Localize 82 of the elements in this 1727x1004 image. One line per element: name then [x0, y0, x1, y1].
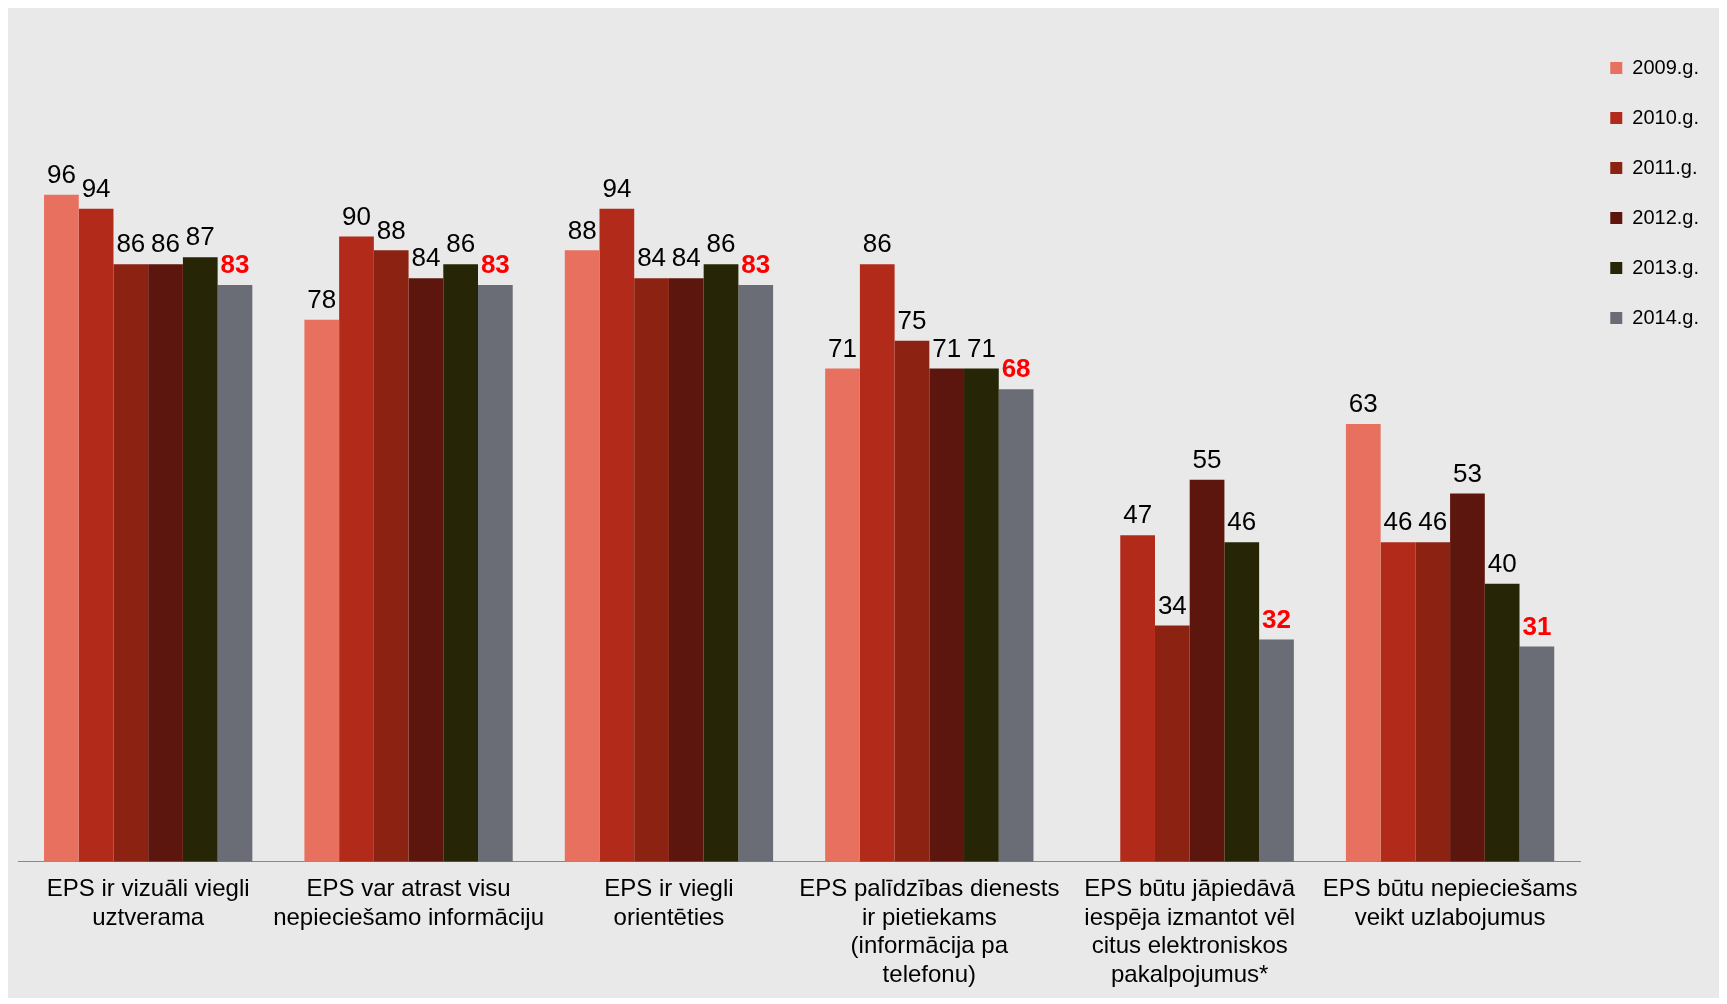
bar — [148, 264, 183, 862]
bar — [998, 389, 1034, 862]
bar — [113, 264, 149, 862]
data-label: 87 — [185, 221, 215, 252]
bar — [1224, 542, 1260, 862]
bar — [1519, 646, 1555, 862]
x-tick-label: EPS būtu jāpiedāvā iespēja izmantot vēl citus elektroniskos pakalpojumus* — [1084, 873, 1296, 988]
x-tick-label: EPS palīdzības dienests ir pietiekams (informācija pa telefonu) — [799, 873, 1060, 988]
bar — [1189, 479, 1225, 862]
bar — [78, 208, 114, 862]
bar — [929, 368, 965, 862]
bar — [339, 236, 374, 862]
bar — [217, 285, 253, 862]
bar — [44, 194, 79, 862]
legend-label: 2009.g. — [1632, 55, 1700, 78]
data-label: 86 — [151, 228, 181, 259]
bar — [599, 208, 635, 862]
legend-label: 2010.g. — [1632, 105, 1700, 128]
data-label: 71 — [932, 332, 962, 363]
bar — [373, 250, 409, 862]
data-label: 94 — [602, 172, 632, 203]
data-label: 84 — [637, 242, 667, 273]
data-label: 78 — [307, 284, 337, 314]
legend-label: 2011.g. — [1632, 155, 1698, 178]
bar — [1415, 542, 1451, 862]
data-label: 63 — [1348, 388, 1378, 419]
data-label: 84 — [671, 242, 701, 273]
data-label: 68 — [1001, 353, 1031, 384]
bar — [825, 368, 860, 862]
legend-label: 2014.g. — [1632, 305, 1700, 328]
x-tick-label: EPS būtu nepieciešams veikt uzlabojumus — [1322, 873, 1578, 930]
bar — [634, 278, 669, 862]
data-label: 83 — [480, 249, 510, 280]
x-tick-label: EPS var atrast visu nepieciešamo informāciju — [273, 873, 544, 930]
data-label: 94 — [81, 172, 111, 203]
x-tick-label: EPS ir viegli orientēties — [604, 873, 734, 930]
data-label: 46 — [1383, 506, 1413, 537]
data-label: 83 — [741, 249, 771, 280]
data-label: 34 — [1157, 589, 1187, 620]
bar — [964, 368, 999, 862]
data-label: 86 — [862, 228, 892, 259]
data-label: 71 — [966, 332, 996, 363]
bar — [703, 264, 739, 862]
bar — [1259, 639, 1294, 862]
data-label: 86 — [446, 228, 476, 259]
data-label: 90 — [342, 200, 371, 231]
bar — [1120, 535, 1155, 862]
bar — [738, 285, 774, 862]
bar — [182, 257, 218, 862]
bar — [1154, 625, 1190, 862]
data-label: 31 — [1522, 610, 1552, 641]
data-label: 55 — [1192, 443, 1222, 474]
bar — [478, 285, 513, 862]
data-label: 96 — [46, 158, 76, 189]
data-label: 46 — [1418, 506, 1448, 537]
data-label: 83 — [220, 249, 250, 280]
data-label: 32 — [1262, 603, 1291, 634]
bar — [408, 278, 444, 862]
data-label: 47 — [1123, 499, 1153, 530]
data-label: 40 — [1487, 548, 1517, 579]
bar — [894, 340, 930, 862]
bar — [1380, 542, 1416, 862]
legend-label: 2012.g. — [1632, 205, 1700, 228]
data-label: 88 — [376, 214, 406, 245]
bar — [859, 264, 895, 862]
bar — [668, 278, 704, 862]
bar — [1484, 583, 1520, 862]
legend-label: 2013.g. — [1632, 255, 1700, 278]
bar — [1345, 424, 1381, 862]
bar — [564, 250, 600, 862]
data-label: 86 — [116, 228, 146, 259]
bar — [1450, 493, 1485, 862]
bar — [443, 264, 478, 862]
data-label: 84 — [411, 242, 441, 273]
data-label: 46 — [1227, 506, 1257, 537]
bar — [304, 319, 340, 862]
data-label: 71 — [828, 332, 857, 363]
data-label: 88 — [567, 214, 597, 245]
data-label: 75 — [897, 304, 927, 335]
data-label: 86 — [706, 228, 736, 259]
data-label: 53 — [1452, 457, 1482, 488]
x-tick-label: EPS ir vizuāli viegli uztverama — [46, 873, 250, 930]
